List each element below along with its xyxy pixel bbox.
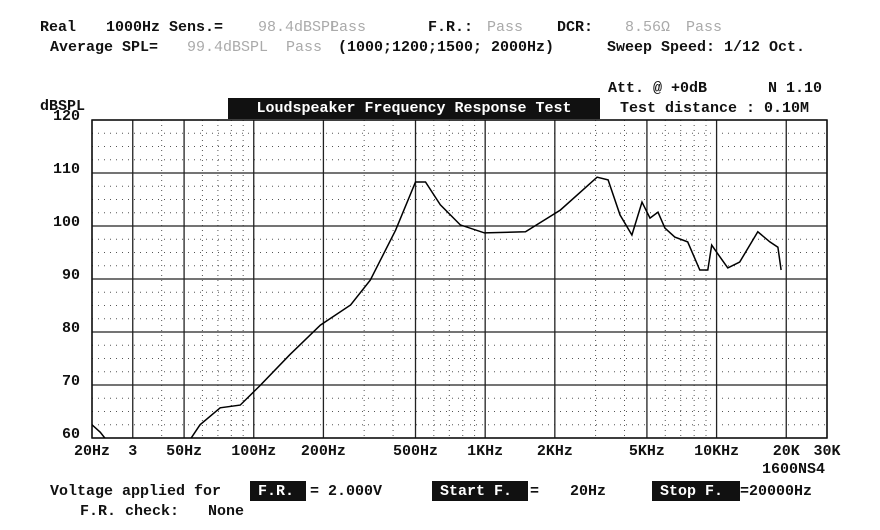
voltage-label: Voltage applied for [50, 483, 221, 500]
fr-label: F.R.: [428, 19, 473, 36]
y-tick-label: 90 [62, 267, 80, 284]
x-tick-label: 5KHz [629, 443, 665, 460]
sens-status: Pass [330, 19, 366, 36]
start-value: 20Hz [570, 483, 606, 500]
plot-frame [91, 119, 828, 439]
fr-status: Pass [487, 19, 523, 36]
check-value: None [208, 503, 244, 520]
model: 1600NS4 [762, 461, 825, 478]
fr-key: F.R. [258, 483, 294, 500]
x-tick-label: 500Hz [393, 443, 438, 460]
sweep-speed: Sweep Speed: 1/12 Oct. [607, 39, 805, 56]
version: N 1.10 [768, 80, 822, 97]
dcr-status: Pass [686, 19, 722, 36]
x-tick-label: 20Hz [74, 443, 110, 460]
x-tick-label: 20K [773, 443, 800, 460]
x-tick-label: 2KHz [537, 443, 573, 460]
avg-label: Average SPL= [50, 39, 158, 56]
dcr-value: 8.56Ω [625, 19, 670, 36]
y-tick-label: 110 [53, 161, 80, 178]
avg-value: 99.4dBSPL [187, 39, 268, 56]
start-key: Start F. [440, 483, 512, 500]
stop-key: Stop F. [660, 483, 723, 500]
y-tick-label: 60 [62, 426, 80, 443]
y-axis-label: dBSPL [40, 98, 85, 115]
x-tick-label: 1KHz [467, 443, 503, 460]
x-tick-label: 30K [813, 443, 840, 460]
mode: Real [40, 19, 76, 36]
key-box [250, 481, 306, 501]
key-box [652, 481, 740, 501]
x-tick-label: 3 [128, 443, 137, 460]
test-distance: Test distance : 0.10M [620, 100, 809, 117]
sens-value: 98.4dBSPL [258, 19, 339, 36]
x-tick-label: 100Hz [231, 443, 276, 460]
attenuation: Att. @ +0dB [608, 80, 707, 97]
chart-title: Loudspeaker Frequency Response Test [256, 100, 571, 117]
y-tick-label: 100 [53, 214, 80, 231]
response-curve [92, 176, 782, 438]
y-tick-label: 120 [53, 108, 80, 125]
x-tick-label: 50Hz [166, 443, 202, 460]
dcr-label: DCR: [557, 19, 593, 36]
avg-status: Pass [286, 39, 322, 56]
check-label: F.R. check: [80, 503, 179, 520]
y-tick-label: 80 [62, 320, 80, 337]
voltage-value: = 2.000V [310, 483, 382, 500]
x-tick-label: 200Hz [301, 443, 346, 460]
title-box [228, 98, 600, 119]
avg-freqs: (1000;1200;1500; 2000Hz) [338, 39, 554, 56]
stop-value: =20000Hz [740, 483, 812, 500]
x-tick-label: 10KHz [694, 443, 739, 460]
key-box [432, 481, 528, 501]
sens-label: 1000Hz Sens.= [106, 19, 223, 36]
start-eq: = [530, 483, 539, 500]
y-tick-label: 70 [62, 373, 80, 390]
